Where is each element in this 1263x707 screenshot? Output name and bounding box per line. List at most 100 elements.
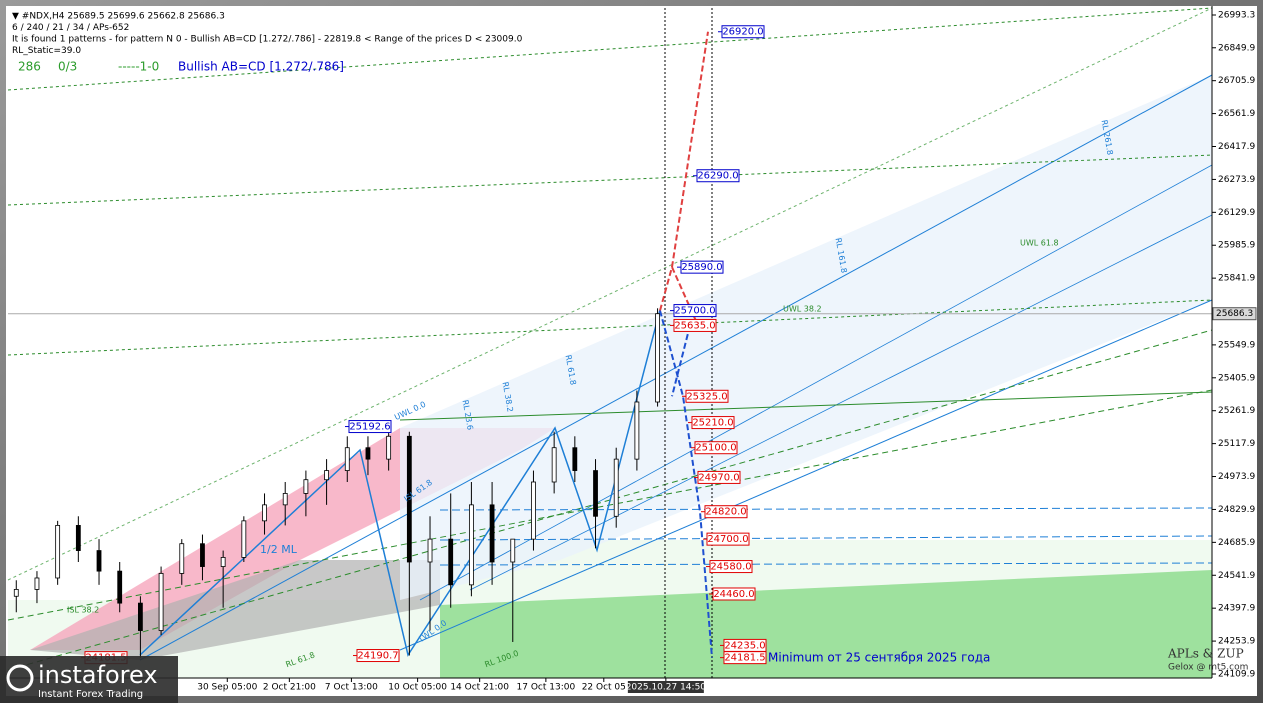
- y-tick-label: 26993.3: [1218, 10, 1255, 20]
- level-label: 24970.0: [698, 472, 739, 483]
- level-box: [691, 416, 735, 430]
- annotation: UWL 38.2: [783, 305, 822, 314]
- logo-bg: [0, 656, 178, 703]
- level-box: [696, 169, 740, 183]
- projection: [659, 31, 709, 311]
- annotation: UWL 61.8: [1020, 239, 1059, 248]
- level-label: 25635.0: [674, 320, 715, 331]
- level-box: [348, 420, 392, 434]
- level-label: 25890.0: [681, 262, 722, 273]
- channel-line: [419, 164, 1213, 601]
- annotation: APLs & ZUP: [1167, 647, 1244, 661]
- candle-body: [324, 470, 329, 481]
- y-tick-label: 25841.9: [1218, 274, 1255, 284]
- x-tick-highlight: [627, 681, 704, 693]
- y-tick-label: 25261.9: [1218, 406, 1255, 416]
- x-tick-label: 17 Oct 13:00: [517, 683, 576, 693]
- x-tick-label: 7 Oct 13:00: [325, 683, 378, 693]
- y-tick-label: 24973.9: [1218, 472, 1255, 482]
- candle-body: [75, 525, 81, 551]
- annotation: Minimum от 25 сентября 2025 года: [768, 651, 990, 665]
- projection: [671, 266, 699, 326]
- candle-body: [344, 447, 350, 471]
- guide-line: [439, 535, 1213, 541]
- guide-line: [7, 154, 1213, 206]
- level-box: [673, 304, 717, 318]
- level-label: 25100.0: [695, 443, 736, 454]
- level-box: [709, 560, 753, 574]
- y-tick-label: 25117.9: [1218, 439, 1255, 449]
- candle-body: [510, 538, 516, 563]
- level-label: 26920.0: [722, 27, 763, 38]
- level-box: [680, 260, 724, 274]
- candle-body: [34, 577, 40, 590]
- y-tick-label: 26129.9: [1218, 208, 1255, 218]
- level-box: [694, 441, 738, 455]
- candle-body: [531, 481, 536, 540]
- projection: [671, 325, 691, 397]
- x-tick-label: 2025.10.27 14:50: [626, 683, 707, 693]
- level-box: [712, 587, 756, 601]
- y-tick-label: 24829.9: [1218, 505, 1255, 515]
- header-line: RL_Static=39.0: [12, 46, 81, 56]
- guide-line: [7, 7, 1213, 581]
- pattern-info: 0/3: [58, 60, 77, 74]
- y-tick-label: 24685.9: [1218, 538, 1255, 548]
- candle-body: [386, 435, 392, 460]
- current-price-box: [1212, 307, 1257, 321]
- y-tick-label: 26417.9: [1218, 142, 1255, 152]
- candle-body: [613, 458, 619, 517]
- y-tick-label: 25405.9: [1218, 373, 1255, 383]
- candle-body: [96, 550, 102, 572]
- header-line: ▼ #NDX,H4 25689.5 25699.6 25662.8 25686.…: [12, 12, 225, 22]
- y-tick-label: 26849.9: [1218, 43, 1255, 53]
- current-price-label: 25686.3: [1216, 309, 1253, 319]
- channel: [400, 75, 1212, 600]
- header-line: 6 / 240 / 21 / 34 / APs-652: [12, 23, 129, 33]
- x-tick-label: 30 Sep 05:00: [197, 683, 257, 693]
- candle-body: [655, 313, 660, 403]
- x-tick-label: 2 Oct 21:00: [263, 683, 316, 693]
- candle-body: [303, 479, 309, 494]
- channel-line: [469, 214, 1213, 591]
- annotation: Gelox @ mt5.com: [1168, 663, 1248, 673]
- level-label: 25700.0: [674, 306, 715, 317]
- candle-body: [489, 504, 495, 563]
- level-box: [721, 25, 765, 39]
- level-label: 24700.0: [707, 534, 748, 545]
- logo-tagline: Instant Forex Trading: [38, 689, 143, 700]
- guide-line: [399, 391, 1213, 421]
- y-tick-label: 25549.9: [1218, 340, 1255, 350]
- candle-body: [179, 543, 185, 574]
- candle-body: [468, 504, 474, 586]
- candle-body: [220, 557, 226, 567]
- channel-line: [399, 299, 1213, 651]
- level-label: 24820.0: [705, 507, 746, 518]
- zone: [440, 570, 1212, 678]
- x-tick-label: 10 Oct 05:00: [388, 683, 447, 693]
- level-box: [685, 389, 729, 403]
- y-tick-label: 24397.9: [1218, 604, 1255, 614]
- annotation: ISL 38.2: [67, 606, 99, 615]
- candle-body: [406, 435, 412, 563]
- candle-body: [551, 447, 557, 483]
- candle-body: [593, 470, 598, 517]
- y-tick-label: 25985.9: [1218, 241, 1255, 251]
- y-tick-label: 26273.9: [1218, 175, 1255, 185]
- pattern-zone: [30, 560, 440, 660]
- zigzag: [139, 309, 661, 657]
- candle-body: [200, 543, 205, 567]
- level-box: [673, 318, 717, 332]
- annotation: 1/2 ML: [260, 543, 298, 556]
- level-label: 26290.0: [697, 171, 738, 182]
- pattern-info: 286: [18, 60, 41, 74]
- level-label: 24235.0: [724, 640, 765, 651]
- level-box: [356, 649, 400, 663]
- level-label: 24181.5: [724, 653, 765, 664]
- candle-body: [282, 493, 288, 506]
- y-tick-label: 24109.9: [1218, 670, 1255, 680]
- candle-body: [365, 447, 371, 460]
- guide-line: [7, 299, 1213, 356]
